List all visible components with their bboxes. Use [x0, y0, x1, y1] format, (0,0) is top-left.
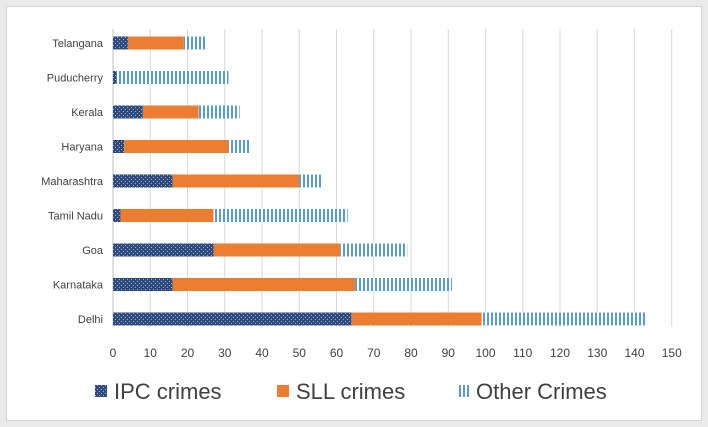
category-label: Delhi: [78, 314, 103, 326]
chart-frame: Telangana Puducherry Kerala Haryana Maharash…: [6, 6, 702, 421]
bar-ipc-crimes: [113, 36, 128, 50]
category-label: Haryana: [61, 142, 103, 154]
bar-ipc-crimes: [113, 105, 143, 119]
x-tick-label: 70: [367, 346, 381, 360]
category-label: Puducherry: [47, 73, 104, 85]
category-labels: Telangana Puducherry Kerala Haryana Maharash…: [41, 38, 104, 326]
x-tick-label: 50: [293, 346, 307, 360]
bar-other-crimes: [340, 243, 408, 257]
x-tick-label: 80: [404, 346, 418, 360]
x-tick-label: 130: [587, 346, 607, 360]
x-tick-label: 90: [442, 346, 456, 360]
x-tick-label: 0: [110, 346, 117, 360]
bar-other-crimes: [213, 209, 348, 222]
x-axis-tick-labels: 0 10 20 30 40 50 60 70 80 90 100 110 120 130 140 150: [110, 346, 682, 360]
x-tick-label: 120: [550, 346, 570, 360]
bar-sll-crimes: [124, 140, 229, 153]
bar-other-crimes: [299, 174, 322, 188]
x-tick-label: 60: [330, 346, 344, 360]
category-label: Goa: [82, 245, 104, 257]
bar-ipc-crimes: [113, 243, 214, 257]
bar-other-crimes: [228, 140, 251, 153]
bar-sll-crimes: [120, 209, 214, 222]
category-label: Maharashtra: [41, 176, 104, 188]
x-tick-label: 30: [218, 346, 232, 360]
legend-label: IPC crimes: [114, 379, 222, 404]
bar-sll-crimes: [351, 312, 482, 326]
bar-sll-crimes: [172, 174, 300, 188]
x-tick-label: 110: [513, 346, 532, 360]
bar-sll-crimes: [172, 278, 356, 291]
legend-swatch: [457, 385, 469, 397]
bar-other-crimes: [481, 312, 646, 326]
x-tick-label: 40: [255, 346, 269, 360]
category-label: Karnataka: [53, 280, 104, 292]
bar-ipc-crimes: [113, 209, 121, 222]
bar-ipc-crimes: [113, 174, 173, 188]
bar-other-crimes: [198, 105, 240, 119]
x-tick-label: 20: [181, 346, 195, 360]
category-label: Kerala: [71, 107, 104, 119]
legend-swatch: [277, 385, 289, 397]
x-tick-label: 140: [624, 346, 644, 360]
bar-sll-crimes: [213, 243, 341, 257]
legend-label: SLL crimes: [296, 379, 405, 404]
x-tick-label: 10: [144, 346, 158, 360]
bar-sll-crimes: [142, 105, 199, 119]
bars: [113, 36, 646, 326]
chart: Telangana Puducherry Kerala Haryana Maharash…: [41, 29, 682, 404]
category-label: Tamil Nadu: [48, 211, 103, 223]
bar-other-crimes: [355, 278, 452, 291]
category-label: Telangana: [52, 38, 104, 50]
legend: IPC crimes SLL crimes Other Crimes: [95, 379, 607, 404]
bar-other-crimes: [116, 71, 229, 84]
bar-ipc-crimes: [113, 278, 173, 291]
bar-ipc-crimes: [113, 312, 352, 326]
bar-ipc-crimes: [113, 140, 125, 153]
legend-item-ipc-crimes: IPC crimes: [95, 379, 222, 404]
legend-item-sll-crimes: SLL crimes: [277, 379, 405, 404]
legend-item-other-crimes: Other Crimes: [457, 379, 607, 404]
x-tick-label: 100: [475, 346, 495, 360]
bar-other-crimes: [183, 36, 207, 50]
bar-ipc-crimes: [113, 71, 117, 84]
x-tick-label: 150: [662, 346, 682, 360]
bar-sll-crimes: [127, 36, 184, 50]
legend-label: Other Crimes: [476, 379, 607, 404]
legend-swatch: [95, 385, 107, 397]
